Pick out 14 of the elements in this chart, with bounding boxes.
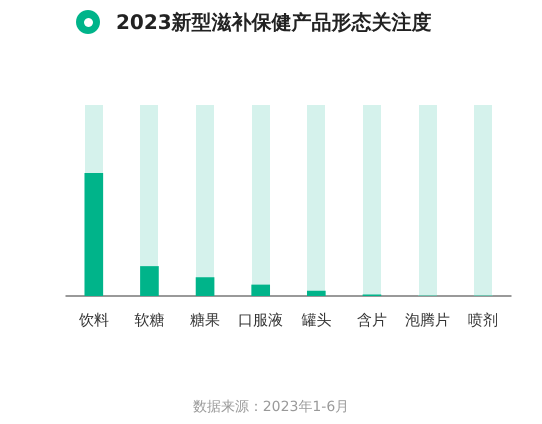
bar — [196, 277, 214, 296]
bar — [306, 290, 326, 296]
chart-title: 2023新型滋补保健产品形态关注度 — [116, 9, 432, 36]
x-tick-label: 口服液 — [238, 310, 284, 329]
bar — [140, 266, 159, 296]
x-tick-label: 含片 — [356, 310, 387, 329]
source-note: 数据来源：2023年1-6月 — [192, 398, 350, 416]
x-tick-label: 喷剂 — [468, 310, 498, 329]
x-tick-label: 糖果 — [190, 310, 220, 329]
x-tick-label: 罐头 — [301, 310, 332, 329]
x-tick-label: 饮料 — [78, 310, 109, 329]
x-tick-label: 泡腾片 — [405, 310, 450, 329]
x-tick-label: 软糖 — [134, 310, 164, 329]
bar — [251, 284, 270, 296]
